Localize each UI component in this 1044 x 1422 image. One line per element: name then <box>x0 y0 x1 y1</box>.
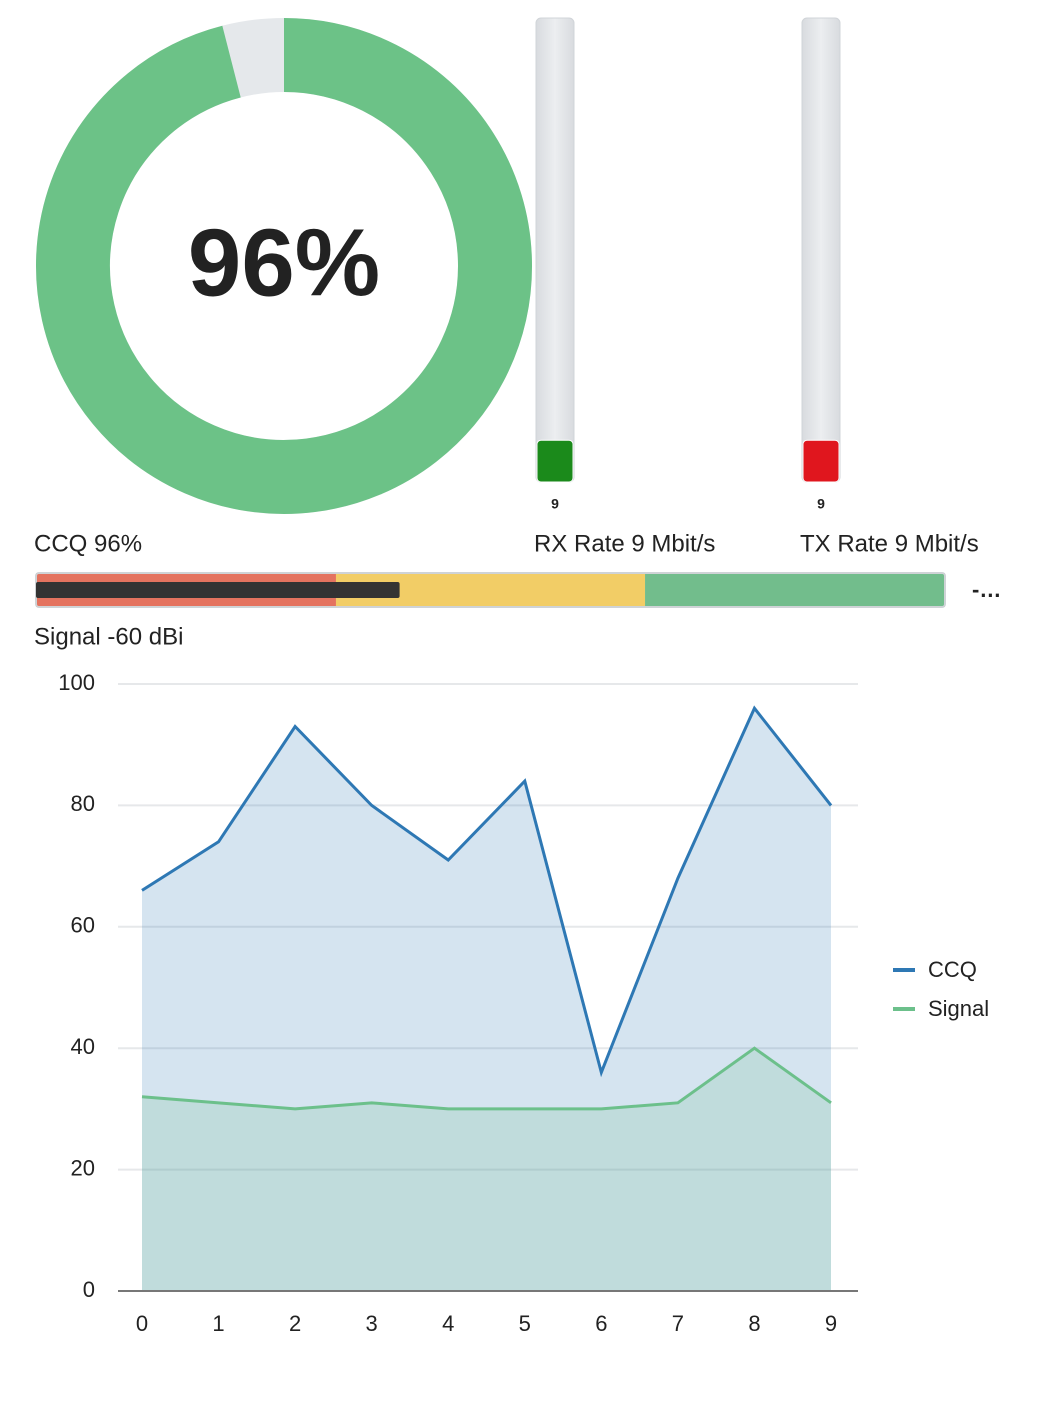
gauge-label: TX Rate 9 Mbit/s <box>800 530 979 557</box>
x-tick-label: 1 <box>212 1311 224 1336</box>
series-line <box>141 705 833 1078</box>
y-tick-label: 100 <box>58 670 95 695</box>
gauge-track <box>801 17 841 483</box>
x-tick-label: 7 <box>672 1311 684 1336</box>
legend-label: Signal <box>928 996 989 1021</box>
y-tick-label: 20 <box>71 1155 95 1180</box>
area-fill <box>142 708 831 1291</box>
legend-label: CCQ <box>928 957 977 982</box>
donut-arc <box>36 18 532 514</box>
signal-band <box>645 573 945 607</box>
gauge-fill <box>802 439 840 483</box>
series-line <box>141 1046 832 1111</box>
x-tick-label: 5 <box>519 1311 531 1336</box>
gauge-value: 9 <box>551 496 559 512</box>
x-tick-label: 6 <box>595 1311 607 1336</box>
y-tick-label: 80 <box>71 791 95 816</box>
x-tick-label: 3 <box>366 1311 378 1336</box>
area-fill <box>142 1048 831 1291</box>
x-tick-label: 8 <box>748 1311 760 1336</box>
x-tick-label: 4 <box>442 1311 454 1336</box>
y-tick-label: 60 <box>71 913 95 938</box>
signal-bar <box>36 582 400 598</box>
gauge-fill <box>536 439 574 483</box>
x-tick-label: 2 <box>289 1311 301 1336</box>
x-tick-label: 0 <box>136 1311 148 1336</box>
signal-value: -60 <box>972 577 1003 602</box>
x-tick-label: 9 <box>825 1311 837 1336</box>
gauge-value: 9 <box>817 496 825 512</box>
donut-value: 96% <box>188 209 380 316</box>
gauge-label: RX Rate 9 Mbit/s <box>534 530 715 557</box>
signal-label: Signal -60 dBi <box>34 623 183 650</box>
y-tick-label: 40 <box>71 1034 95 1059</box>
gauge-track <box>535 17 575 483</box>
donut-label: CCQ 96% <box>34 530 142 557</box>
y-tick-label: 0 <box>83 1277 95 1302</box>
